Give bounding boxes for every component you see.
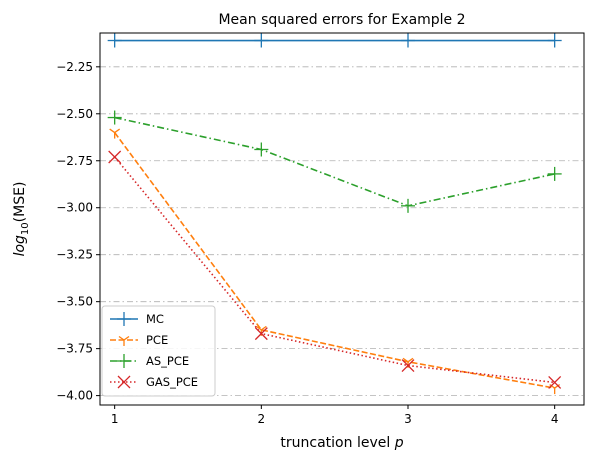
y-axis-label-log: log — [12, 235, 28, 256]
data-point-gas-pce — [108, 150, 122, 164]
legend-marker — [117, 312, 131, 326]
y-tick-label: −3.50 — [56, 295, 93, 309]
data-point-pce — [109, 128, 121, 139]
y-axis-label-mse: (MSE) — [12, 182, 28, 223]
data-point-mc — [107, 33, 122, 48]
y-tick-label: −3.25 — [56, 248, 93, 262]
y-tick-label: −2.75 — [56, 154, 93, 168]
y-tick-label: −2.50 — [56, 107, 93, 121]
legend-label: GAS_PCE — [146, 375, 198, 389]
data-point-gas-pce — [401, 359, 415, 373]
data-point-as-pce — [254, 142, 269, 157]
series-line-as-pce — [114, 116, 555, 207]
axis-ticks: −2.25 −2.50 −2.75 −3.00 −3.25 −3.50 −3.75 −4.00… — [56, 60, 558, 426]
legend-label: AS_PCE — [146, 354, 189, 368]
data-point-as-pce — [401, 198, 415, 213]
y-tick-label: −2.25 — [56, 60, 93, 74]
series-line-gas-pce — [114, 156, 555, 384]
x-tick-label: 3 — [404, 412, 412, 426]
y-axis-label-sub: 10 — [20, 222, 31, 235]
x-tick-label: 1 — [111, 412, 119, 426]
y-axis-label: log10(MSE) — [12, 182, 31, 257]
x-axis-label-text: truncation level — [280, 435, 394, 451]
data-point-mc — [401, 33, 415, 48]
x-axis-label: truncation level p — [280, 435, 403, 451]
y-tick-label: −3.75 — [56, 342, 93, 356]
data-point-mc — [254, 33, 269, 48]
data-point-gas-pce — [548, 375, 562, 389]
legend-marker — [118, 335, 130, 346]
chart-title: Mean squared errors for Example 2 — [218, 12, 465, 28]
x-tick-label: 4 — [551, 412, 559, 426]
legend-box — [101, 305, 216, 397]
y-tick-label: −4.00 — [56, 389, 93, 403]
legend-label: MC — [146, 312, 164, 326]
data-point-gas-pce — [254, 327, 268, 341]
series-lines — [107, 33, 562, 395]
y-tick-label: −3.00 — [56, 201, 93, 215]
x-tick-label: 2 — [258, 412, 266, 426]
data-point-mc — [547, 33, 562, 48]
series-line-pce — [114, 132, 555, 389]
legend-marker — [117, 375, 131, 389]
data-point-pce — [549, 384, 561, 395]
legend-marker — [117, 354, 131, 368]
legend-label: PCE — [146, 333, 168, 347]
data-point-as-pce — [547, 166, 562, 181]
x-axis-label-var: p — [394, 435, 404, 451]
legend: MC PCE AS_PCE GAS_PCE — [101, 305, 216, 397]
plot-frame — [99, 32, 585, 406]
data-point-as-pce — [107, 110, 122, 125]
